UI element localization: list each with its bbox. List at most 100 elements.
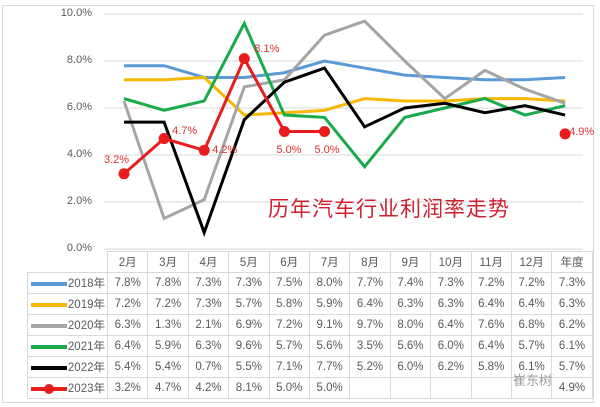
legend-key-icon (30, 281, 67, 286)
table-cell: 5.9% (308, 293, 351, 315)
table-row: 2020年 6.3% 1.3% 2.1% 6.9% 7.2% 9.1% 9.7% 8.0% 6.4… (27, 314, 593, 336)
table-cell: 6.3% (187, 335, 230, 357)
series-line-2021年 (123, 19, 566, 170)
legend-label: 2023年 (67, 383, 105, 395)
table-cell: 5.9% (147, 335, 189, 357)
table-cell: 6.2% (430, 356, 472, 378)
table-cell: 7.3% (430, 272, 472, 294)
table-cell (430, 377, 472, 399)
data-label: 4.7% (172, 124, 198, 137)
table-cell: 7.3% (228, 272, 270, 294)
data-label: 4.9% (569, 125, 595, 138)
legend-key-icon (30, 365, 67, 370)
table-cell: 5.0% (268, 377, 310, 399)
y-tick-label: 8.0% (66, 54, 92, 66)
watermark: 崔东树 (513, 373, 553, 388)
table-cell: 6.3% (551, 293, 593, 315)
table-cell (470, 377, 512, 399)
legend-label: 2020年 (67, 320, 105, 332)
table-header-cell: 6月 (268, 251, 310, 273)
table-cell: 6.2% (551, 314, 593, 336)
table-header-cell: 5月 (228, 251, 270, 273)
legend-cell: 2022年 (27, 356, 108, 378)
legend-label: 2019年 (67, 299, 105, 311)
table-cell: 5.0% (308, 377, 351, 399)
table-cell: 7.8% (147, 272, 189, 294)
legend-key-icon (30, 302, 67, 307)
table-cell: 4.9% (551, 377, 593, 399)
legend-key-icon (30, 344, 67, 349)
table-cell: 7.3% (187, 272, 230, 294)
table-cell: 7.3% (187, 293, 230, 315)
data-point-marker (559, 128, 571, 140)
table-cell: 5.4% (106, 356, 149, 378)
table-cell: 6.4% (349, 293, 391, 315)
table-cell: 0.7% (187, 356, 230, 378)
legend-cell: 2021年 (27, 335, 108, 357)
table-cell (389, 377, 432, 399)
table-cell: 3.5% (349, 335, 391, 357)
table-row: 2023年 3.2% 4.7% 4.2% 8.1% 5.0% 5.0% 4.9% (27, 377, 593, 399)
data-label: 4.2% (212, 144, 238, 157)
table-header-cell: 8月 (349, 251, 391, 273)
table-header-cell: 2月 (106, 251, 149, 273)
y-tick-label: 4.0% (66, 148, 92, 160)
table-header-cell: 年度 (551, 251, 593, 273)
data-point-marker (158, 133, 170, 145)
table-cell: 6.8% (510, 314, 553, 336)
series-line-2018年 (124, 59, 566, 82)
legend-label: 2022年 (67, 362, 105, 374)
legend-label: 2021年 (67, 341, 105, 353)
table-cell (349, 377, 391, 399)
table-cell: 4.7% (147, 377, 189, 399)
table-header-row: 2月 3月 4月 5月 6月 7月 8月 9月 10月 11月 12月 年度 (27, 251, 593, 273)
table-cell: 6.4% (470, 293, 512, 315)
table-header-cell: 11月 (470, 251, 512, 273)
table-cell: 5.2% (349, 356, 391, 378)
table-cell: 2.1% (187, 314, 230, 336)
table-header-cell: 3月 (147, 251, 189, 273)
table-cell: 7.8% (106, 272, 149, 294)
legend-marker-icon (43, 383, 54, 394)
data-point-marker (198, 144, 210, 156)
table-cell: 3.2% (106, 377, 149, 399)
table-cell: 7.2% (147, 293, 189, 315)
table-cell: 5.7% (551, 356, 593, 378)
table-cell: 6.3% (106, 314, 149, 336)
table-row: 2021年 6.4% 5.9% 6.3% 9.6% 5.7% 5.6% 3.5% 5.6% 6.0… (27, 335, 593, 357)
table-cell: 5.5% (228, 356, 270, 378)
table-cell: 8.0% (389, 314, 432, 336)
legend-cell: 2020年 (27, 314, 108, 336)
table-cell: 5.7% (228, 293, 270, 315)
data-label: 5.0% (314, 143, 340, 156)
data-table: 2月 3月 4月 5月 6月 7月 8月 9月 10月 11月 12月 年度 2018年 7.8% 7.8… (27, 251, 593, 399)
table-cell: 7.2% (510, 272, 553, 294)
y-tick-label: 2.0% (66, 195, 92, 207)
table-cell: 6.4% (106, 335, 149, 357)
table-cell: 7.1% (268, 356, 310, 378)
table-corner (27, 251, 108, 273)
table-cell: 6.3% (430, 293, 472, 315)
legend-key-icon (30, 323, 67, 328)
data-label: 5.0% (276, 143, 302, 156)
table-cell: 6.4% (470, 335, 512, 357)
legend-key-icon (30, 383, 67, 394)
y-tick-label: 10.0% (60, 7, 92, 19)
data-point-marker (319, 126, 330, 137)
y-tick-label: 0.0% (66, 242, 92, 254)
table-cell: 6.9% (228, 314, 270, 336)
table-header-cell: 10月 (430, 251, 472, 273)
table-cell: 7.5% (268, 272, 310, 294)
y-tick-label: 6.0% (66, 101, 92, 113)
data-label: 3.2% (104, 153, 130, 166)
table-header-cell: 4月 (187, 251, 230, 273)
table-row: 2019年 7.2% 7.2% 7.3% 5.7% 5.8% 5.9% 6.4% 6.3% 6.3… (27, 293, 593, 315)
table-cell: 5.8% (268, 293, 310, 315)
series-line-2022年 (124, 66, 566, 237)
table-header-cell: 12月 (510, 251, 553, 273)
table-cell: 1.3% (147, 314, 189, 336)
table-cell: 6.3% (389, 293, 432, 315)
chart-title: 历年汽车行业利润率走势 (268, 197, 510, 221)
table-header-cell: 9月 (389, 251, 432, 273)
